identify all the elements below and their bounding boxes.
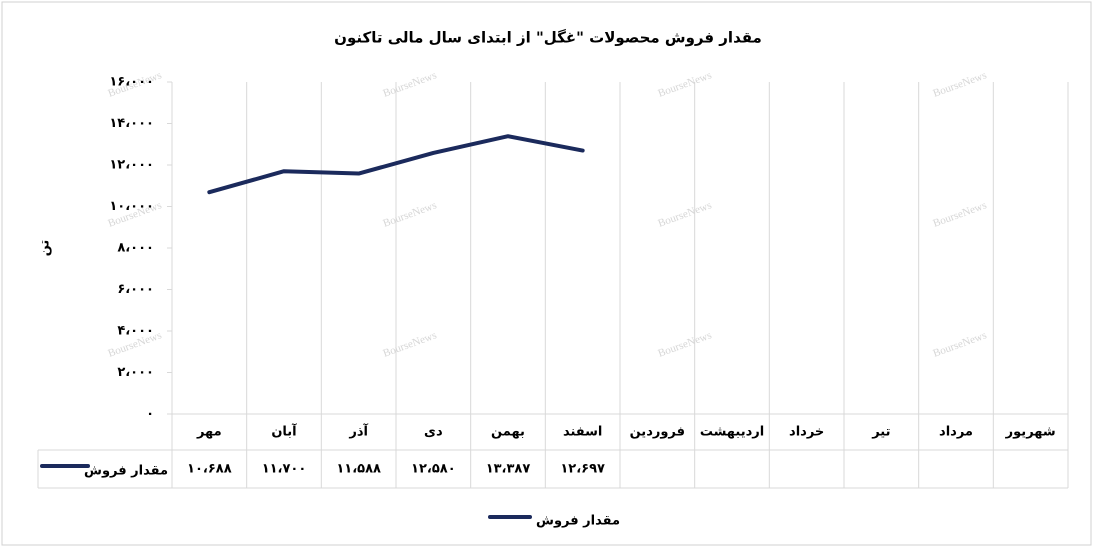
x-tick-label: مهر: [196, 425, 222, 440]
table-value: ۱۱،۷۰۰: [262, 462, 307, 477]
chart-frame: [1, 1, 1092, 546]
y-tick-label: ۰: [146, 407, 154, 422]
y-axis-label: تن: [38, 240, 53, 257]
y-tick-label: ۸،۰۰۰: [117, 241, 154, 256]
x-tick-label: شهریور: [1005, 425, 1056, 440]
x-tick-label: اردیبهشت: [700, 425, 764, 440]
y-tick-label: ۴،۰۰۰: [117, 324, 154, 339]
x-tick-label: خرداد: [789, 425, 824, 440]
table-value: ۱۲،۶۹۷: [560, 462, 605, 477]
y-tick-label: ۱۶،۰۰۰: [109, 75, 154, 90]
table-value: ۱۲،۵۸۰: [411, 462, 456, 477]
legend-label: مقدار فروش: [536, 514, 620, 529]
x-tick-label: اسفند: [563, 425, 602, 440]
x-tick-label: آذر: [348, 423, 368, 440]
data-line: [207, 134, 585, 195]
y-tick-label: ۲،۰۰۰: [117, 365, 154, 380]
x-tick-label: تیر: [871, 425, 890, 440]
y-tick-label: ۱۲،۰۰۰: [109, 158, 154, 173]
y-tick-label: ۶،۰۰۰: [117, 282, 154, 297]
table-value: ۱۱،۵۸۸: [336, 462, 381, 477]
table-value: ۱۰،۶۸۸: [187, 462, 232, 477]
y-tick-label: ۱۴،۰۰۰: [109, 116, 154, 131]
x-tick-label: دی: [424, 425, 443, 440]
chart-title: مقدار فروش محصولات "غگل" از ابتدای سال م…: [334, 29, 762, 47]
x-tick-label: آبان: [271, 423, 297, 440]
table-value: ۱۳،۳۸۷: [486, 462, 531, 477]
x-tick-label: بهمن: [491, 425, 525, 440]
table-row-header: مقدار فروش: [84, 464, 168, 479]
x-tick-label: فروردین: [630, 425, 685, 440]
x-tick-label: مرداد: [939, 425, 973, 440]
y-tick-label: ۱۰،۰۰۰: [109, 199, 154, 214]
